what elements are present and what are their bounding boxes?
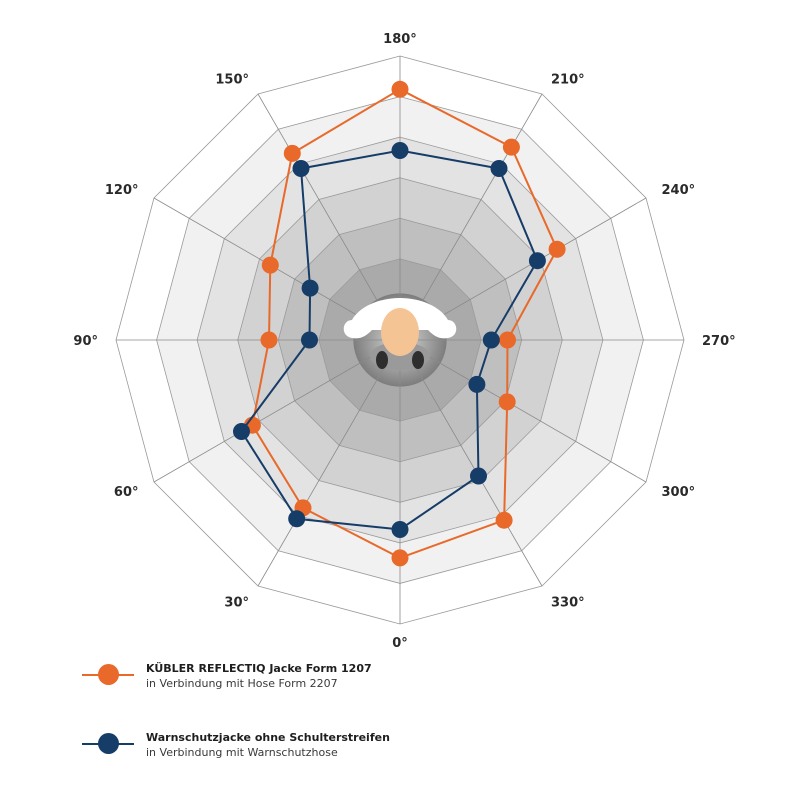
- angle-label-4: 300°: [662, 485, 696, 500]
- spoke-1: [399, 93, 543, 341]
- series-0-point-10: [261, 256, 279, 274]
- series-0-point-6: [391, 549, 409, 567]
- series-1-point-8: [233, 423, 250, 440]
- series-1-point-1: [490, 160, 508, 177]
- series-1-point-5: [470, 467, 487, 485]
- angle-label-5: 330°: [551, 596, 585, 611]
- spoke-8: [153, 339, 401, 483]
- series-1-point-11: [292, 160, 310, 177]
- angle-label-2: 240°: [662, 183, 696, 198]
- spoke-4: [399, 339, 647, 483]
- spoke-5: [399, 339, 543, 587]
- angle-label-11: 150°: [215, 73, 249, 88]
- series-0-point-4: [498, 393, 516, 411]
- series-0-point-0: [391, 80, 409, 98]
- series-1-point-6: [391, 521, 409, 538]
- series-0-point-3: [499, 331, 516, 349]
- series-1-point-4: [468, 375, 486, 393]
- spoke-11: [257, 93, 401, 341]
- series-1-point-10: [301, 279, 319, 297]
- angle-label-8: 60°: [114, 485, 139, 500]
- angle-label-9: 90°: [73, 334, 98, 349]
- series-0-point-5: [495, 511, 513, 529]
- series-layer: [233, 80, 566, 567]
- series-1-point-7: [288, 510, 306, 528]
- angle-label-10: 120°: [105, 183, 139, 198]
- series-1-point-9: [301, 331, 318, 349]
- head-icon: [343, 298, 457, 370]
- series-0-point-2: [548, 240, 566, 258]
- series-0-point-9: [260, 331, 278, 349]
- angle-label-7: 30°: [224, 596, 249, 611]
- angle-label-0: 180°: [383, 32, 417, 47]
- angle-label-1: 210°: [551, 73, 585, 88]
- series-1-point-3: [482, 331, 500, 349]
- angle-label-3: 270°: [702, 334, 736, 349]
- series-0-point-11: [283, 144, 301, 162]
- series-1-point-2: [528, 252, 546, 270]
- series-0-point-1: [502, 138, 520, 156]
- series-1-point-0: [391, 142, 409, 159]
- angle-labels: 180° 210° 240° 270° 300° 330° 0° 30° 60° 90° 120° 1…: [73, 32, 735, 651]
- angle-label-6: 0°: [392, 636, 408, 651]
- spoke-7: [257, 339, 401, 587]
